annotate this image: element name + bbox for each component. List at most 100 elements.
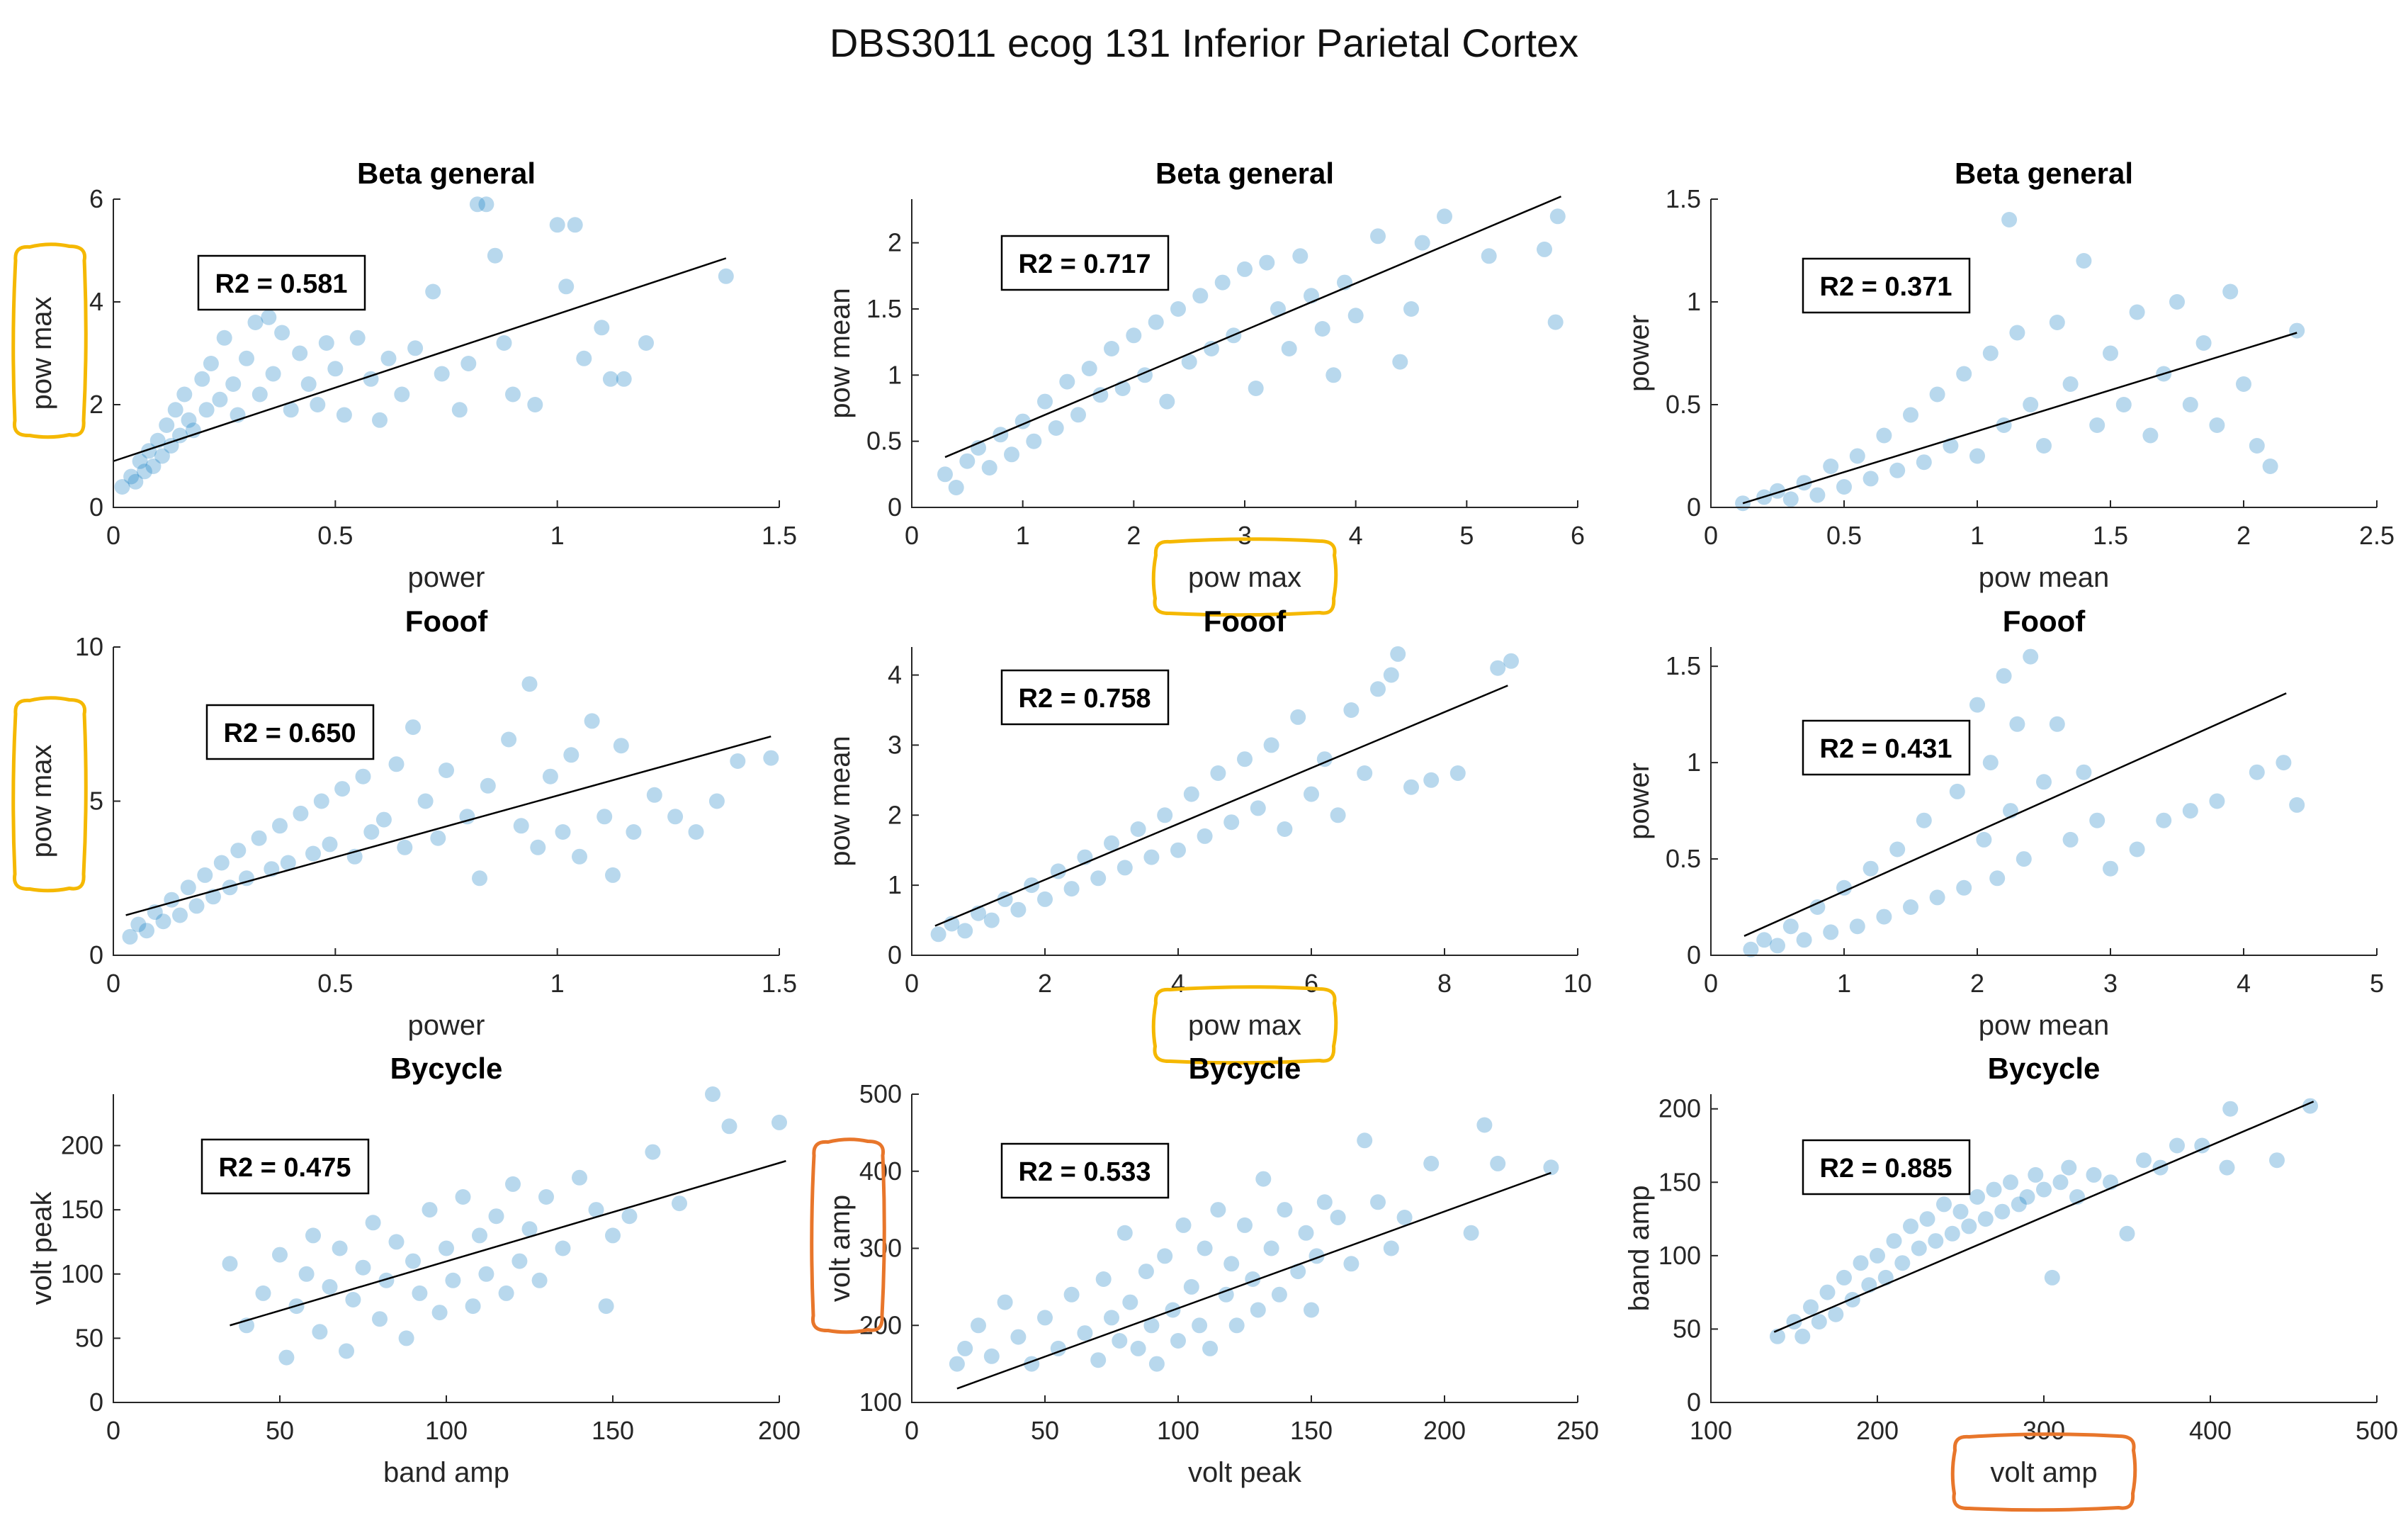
data-point [1170, 301, 1186, 317]
data-point [2156, 812, 2172, 828]
data-point [1537, 241, 1552, 257]
data-point [1819, 1284, 1836, 1300]
y-tick-label: 0 [89, 940, 103, 969]
data-point [1357, 765, 1373, 781]
data-point [1982, 755, 1999, 771]
axes-frame [113, 199, 779, 508]
data-point [1223, 814, 1240, 831]
data-point [1949, 783, 1965, 799]
data-point [1218, 1286, 1234, 1303]
scatter-panel: 0 0.5 1 1.5 2 2.5 0 0.5 1 1.5 Beta general pow mean… [1624, 157, 2395, 593]
regression-line [230, 1160, 786, 1327]
data-point [1370, 681, 1386, 697]
data-point [584, 713, 600, 729]
data-point [1237, 751, 1253, 767]
panel-title: Beta general [1955, 157, 2133, 190]
y-tick-label: 1.5 [866, 294, 902, 323]
scatter-panel: 0 0.5 1 1.5 0 2 4 6 Beta general power pow max R2 =… [11, 157, 797, 593]
x-tick-label: 4 [1171, 969, 1185, 998]
data-point [188, 898, 205, 914]
data-point [1095, 1271, 1112, 1287]
data-point [274, 325, 290, 341]
data-point [1277, 821, 1293, 837]
data-point [1836, 479, 1852, 495]
data-point [1796, 932, 1812, 948]
data-point [405, 1253, 421, 1269]
data-point [2115, 397, 2132, 412]
r2-label: R2 = 0.475 [219, 1153, 351, 1183]
data-point [1204, 341, 1219, 356]
data-point [1210, 765, 1226, 781]
data-point [1392, 354, 1408, 370]
x-tick-label: 0 [905, 969, 919, 998]
data-point [1157, 1248, 1173, 1264]
data-point [1270, 301, 1286, 317]
figure-title: DBS3011 ecog 131 Inferior Parietal Corte… [829, 21, 1579, 65]
data-point [2023, 397, 2039, 412]
data-point [1390, 646, 1406, 662]
data-point [530, 839, 546, 855]
x-tick-label: 100 [425, 1416, 468, 1445]
y-tick-label: 0 [888, 493, 902, 522]
r2-label: R2 = 0.581 [215, 269, 348, 299]
data-point [239, 350, 254, 366]
data-point [763, 750, 779, 766]
r2-box [1000, 669, 1170, 726]
x-tick-label: 1 [550, 521, 565, 550]
data-point [2222, 283, 2239, 300]
regression-line [125, 735, 771, 916]
y-axis-label: power [1624, 763, 1655, 840]
y-tick-label: 1.5 [1666, 651, 1701, 680]
data-point [621, 1208, 638, 1225]
data-point [1090, 1352, 1107, 1368]
y-tick-label: 0 [1687, 493, 1701, 522]
data-point [1259, 254, 1275, 271]
data-point [1126, 327, 1142, 344]
data-point [265, 366, 281, 382]
data-point [957, 923, 973, 939]
data-point [176, 386, 193, 403]
data-point [472, 870, 487, 887]
x-axis-label: pow mean [1979, 1010, 2110, 1041]
data-point [1202, 1340, 1219, 1356]
data-point [1159, 393, 1175, 410]
data-point [1844, 1292, 1860, 1307]
data-point [318, 335, 334, 351]
data-point [1463, 1225, 1479, 1241]
data-point [1952, 1203, 1969, 1220]
data-point [251, 386, 268, 403]
data-point [1357, 1132, 1373, 1149]
data-point [538, 1189, 554, 1205]
data-point [1183, 1278, 1199, 1295]
x-tick-label: 1.5 [762, 969, 797, 998]
data-point [1969, 448, 1985, 464]
x-tick-label: 150 [592, 1416, 634, 1445]
data-point [983, 912, 1000, 928]
x-tick-label: 250 [1556, 1416, 1599, 1445]
data-point [2009, 325, 2025, 341]
data-point [613, 738, 629, 754]
data-point [451, 402, 468, 418]
x-tick-label: 200 [1856, 1416, 1899, 1445]
y-tick-label: 0 [89, 1388, 103, 1417]
data-point [472, 1227, 487, 1244]
data-point [1117, 1225, 1133, 1241]
y-tick-label: 2 [888, 228, 902, 257]
data-point [334, 781, 351, 797]
data-point [425, 283, 441, 300]
data-point [2302, 1098, 2318, 1114]
regression-line [944, 196, 1561, 459]
r2-box [1000, 1142, 1170, 1199]
data-point [180, 879, 196, 896]
y-tick-label: 200 [1658, 1094, 1701, 1123]
y-tick-label: 50 [75, 1323, 103, 1352]
data-point [1423, 1155, 1440, 1171]
y-axis-label: volt amp [825, 1195, 856, 1302]
data-point [1490, 1155, 1506, 1171]
data-point [1370, 228, 1386, 244]
data-point [1928, 1233, 1944, 1249]
x-tick-label: 50 [266, 1416, 294, 1445]
data-point [1070, 407, 1086, 423]
data-point [2209, 417, 2225, 433]
y-label-highlight [810, 1137, 886, 1334]
